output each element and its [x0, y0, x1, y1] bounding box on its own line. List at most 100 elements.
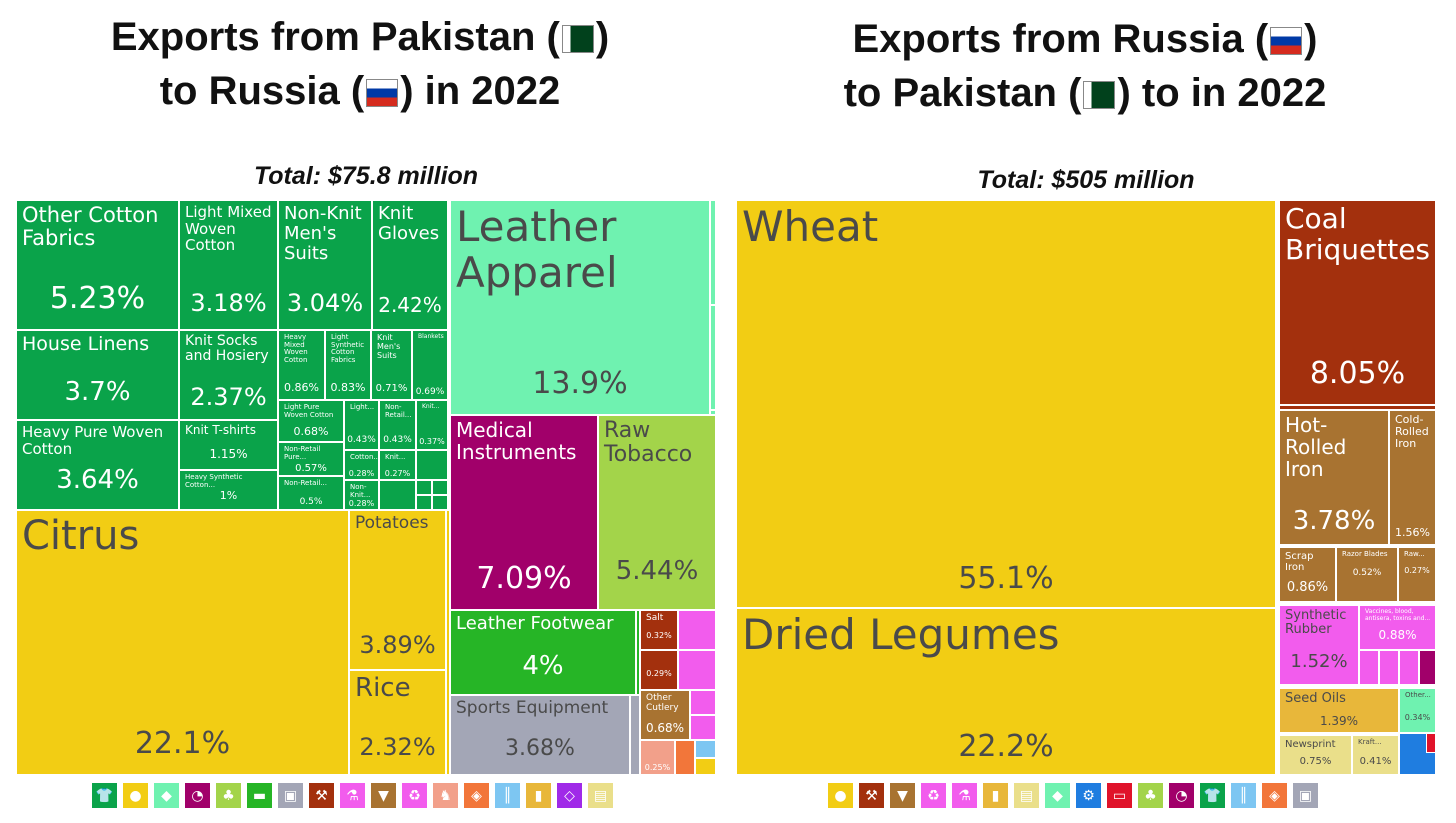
left-tile-28: Salt 0.32% [640, 610, 678, 650]
tile-label: Knit... [422, 403, 440, 410]
road-icon: ║ [1231, 783, 1256, 808]
tile-label: Cotton... [350, 453, 379, 461]
tile-label: Other Cutlery [646, 693, 679, 713]
tile-percent: 0.68% [293, 425, 329, 438]
tile-label: Hot-Rolled Iron [1285, 413, 1347, 481]
tile-label: Light Pure Woven Cotton [284, 403, 334, 419]
tile-label: Light... [350, 403, 375, 411]
machine-icon: ▭ [1107, 783, 1132, 808]
right-small-tile [1419, 650, 1436, 685]
tile-percent: 1.39% [1319, 714, 1359, 728]
tile-label: Non-Retail... [284, 479, 327, 487]
right-tile-8: Scrap Iron 0.86% [1279, 547, 1336, 602]
left-tile-23: Non-Retail Pure... 0.57% [278, 442, 344, 476]
tile-label: Salt [646, 613, 664, 623]
pakistan-flag-icon [561, 25, 594, 53]
tile-label: Knit Socks and Hosiery [185, 333, 269, 365]
gauge-icon: ◔ [1169, 783, 1194, 808]
stone-icon: ◈ [1262, 783, 1287, 808]
tile-label: Knit... [385, 453, 406, 461]
tile-percent: 1.52% [1290, 651, 1348, 672]
tile-label: Razor Blades [1342, 550, 1388, 558]
tile-percent: 3.04% [286, 289, 364, 317]
left-tile-30: Cotton... 0.28% [344, 450, 379, 480]
tile-percent: 5.44% [615, 556, 699, 586]
stone-icon: ◈ [464, 783, 489, 808]
left-tile-9: Heavy Pure Woven Cotton 3.64% [16, 420, 179, 510]
tile-label: Cold-Rolled Iron [1395, 413, 1429, 451]
pakistan-flag-icon [1083, 81, 1116, 109]
plant-icon: ♣ [216, 783, 241, 808]
russia-flag-icon [1270, 27, 1303, 55]
tile-label: Light Mixed Woven Cotton [185, 203, 272, 254]
tile-percent: 22.2% [958, 729, 1054, 764]
tile-label: Leather Apparel [456, 202, 618, 298]
bottle-icon: ▮ [983, 783, 1008, 808]
tile-label: Synthetic Rubber [1285, 608, 1347, 638]
left-small-tile [416, 480, 432, 495]
road-icon: ║ [495, 783, 520, 808]
right-tile-5: Synthetic Rubber 1.52% [1279, 605, 1359, 685]
plant-icon: ♣ [1138, 783, 1163, 808]
flask-icon: ⚗ [952, 783, 977, 808]
tile-label: Citrus [22, 513, 140, 559]
tile-label: Coal Briquettes [1285, 202, 1431, 266]
tile-label: Blankets [418, 333, 444, 340]
right-tile-3: Hot-Rolled Iron 3.78% [1279, 410, 1389, 545]
tile-label: Light Synthetic Cotton Fabrics [331, 333, 365, 365]
left-tile-21: Light Pure Woven Cotton 0.68% [278, 400, 344, 442]
gear-icon: ⚙ [1076, 783, 1101, 808]
pickaxe-icon: ⚒ [309, 783, 334, 808]
left-tile-22: Other Cutlery 0.68% [640, 690, 690, 740]
left-tile-5: Leather Footwear 4% [450, 610, 636, 695]
tile-label: Raw Tobacco [604, 418, 693, 468]
gem-icon: ◇ [557, 783, 582, 808]
right-tile-0: Wheat 55.1% [736, 200, 1276, 608]
animal-icon: ♞ [433, 783, 458, 808]
tile-percent: 8.05% [1309, 356, 1406, 391]
tile-label: Potatoes [355, 513, 429, 533]
left-tile-24: Non-Retail... 0.5% [278, 476, 344, 510]
tile-percent: 0.52% [1352, 568, 1382, 578]
tile-percent: 7.09% [476, 561, 572, 596]
paper-icon: ▤ [588, 783, 613, 808]
left-tile-2: Medical Instruments 7.09% [450, 415, 598, 610]
tile-label: Heavy Pure Woven Cotton [22, 423, 164, 458]
anvil-icon: ▼ [371, 783, 396, 808]
tile-percent: 1.56% [1395, 526, 1430, 539]
right-tile-7: Vaccines, blood, antisera, toxins and...… [1359, 605, 1436, 650]
left-small-tile [690, 690, 716, 715]
left-tile-10: Light Mixed Woven Cotton 3.18% [179, 200, 278, 330]
left-total-label: Total: $75.8 million [253, 162, 479, 190]
left-tile-6: Potatoes 3.89% [349, 510, 446, 670]
tile-percent: 0.34% [1404, 713, 1431, 722]
left-tile-13: Knit Socks and Hosiery 2.37% [179, 330, 278, 420]
tile-percent: 0.86% [284, 381, 319, 394]
right-tile-2: Coal Briquettes 8.05% [1279, 200, 1436, 405]
right-tile-12: Other... 0.34% [1399, 688, 1436, 733]
left-chart-title: Exports from Pakistan () to Russia () in… [20, 10, 700, 118]
tile-label: Sports Equipment [456, 698, 609, 718]
right-chart-title: Exports from Russia () to Pakistan () to… [740, 12, 1430, 120]
tile-percent: 0.88% [1378, 628, 1417, 642]
right-small-tile [1426, 733, 1436, 753]
tile-label: Non-Knit Men's Suits [284, 203, 362, 264]
left-tile-4: Other Cotton Fabrics 5.23% [16, 200, 179, 330]
left-tile-17: Heavy Mixed Woven Cotton 0.86% [278, 330, 325, 400]
left-small-tile [675, 740, 695, 775]
left-tile-14: Rice 2.32% [349, 670, 446, 775]
left-small-tile [432, 480, 448, 495]
orange-icon: ● [123, 783, 148, 808]
recycle-icon: ♻ [402, 783, 427, 808]
left-small-tile [416, 495, 432, 510]
tile-percent: 0.71% [375, 383, 408, 394]
tile-label: Seed Oils [1285, 691, 1346, 706]
paper-icon: ▤ [1014, 783, 1039, 808]
tile-percent: 5.23% [49, 281, 146, 316]
hide-icon: ◆ [1045, 783, 1070, 808]
tile-percent: 1% [219, 489, 238, 502]
left-tile-12: Knit Gloves 2.42% [372, 200, 448, 330]
right-small-tile [1379, 650, 1399, 685]
hide-icon: ◆ [154, 783, 179, 808]
left-small-tile [710, 305, 716, 410]
